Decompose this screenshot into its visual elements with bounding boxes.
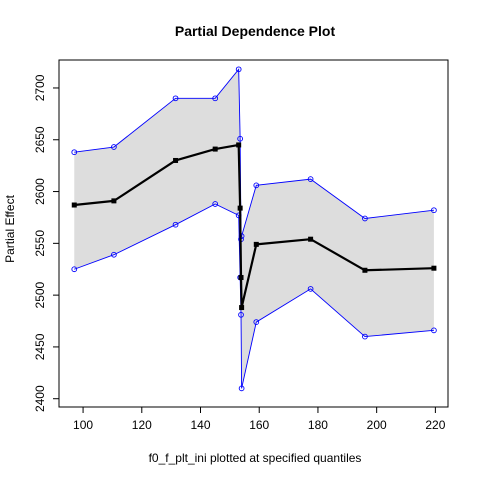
upper-bound-point	[212, 95, 219, 102]
y-axis-label: Partial Effect	[3, 194, 17, 262]
y-tick-label: 2700	[33, 74, 47, 101]
upper-bound-point	[172, 95, 179, 102]
upper-bound-point	[431, 207, 437, 214]
estimate-point	[308, 236, 314, 242]
upper-bound-point	[253, 182, 260, 189]
chart-title: Partial Dependence Plot	[175, 23, 336, 39]
x-tick-label: 140	[190, 418, 210, 432]
upper-bound-point	[237, 135, 243, 142]
estimate-line	[74, 143, 434, 309]
estimate-point	[238, 275, 244, 281]
upper-bound-point	[71, 149, 78, 156]
estimate-point	[236, 142, 242, 148]
y-tick-label: 2550	[33, 230, 47, 257]
lower-bound-point	[238, 385, 245, 392]
y-tick-label: 2400	[33, 385, 47, 412]
confidence-band	[74, 69, 434, 389]
estimate-point	[362, 267, 368, 273]
y-tick-label: 2600	[33, 178, 47, 205]
plot-area	[71, 66, 437, 392]
y-tick-label: 2450	[33, 333, 47, 360]
estimate-point	[111, 198, 117, 204]
lower-bound-point	[253, 319, 260, 325]
lower-bound-point	[71, 266, 78, 273]
estimate-point	[173, 157, 179, 163]
y-tick-label: 2500	[33, 281, 47, 308]
x-tick-label: 220	[425, 418, 445, 432]
upper-bound-point	[235, 66, 242, 73]
lower-bound-point	[172, 221, 179, 228]
x-tick-label: 180	[308, 418, 328, 432]
lower-bound-point	[212, 201, 219, 207]
x-tick-label: 120	[132, 418, 152, 432]
lower-bound-point	[362, 333, 368, 340]
estimate-point	[237, 205, 243, 211]
x-tick-label: 200	[367, 418, 387, 432]
lower-bound-point	[111, 251, 117, 258]
estimate-point	[71, 202, 77, 208]
x-axis-label: f0_f_plt_ini plotted at specified quanti…	[149, 451, 362, 465]
lower-bound-point	[238, 311, 244, 318]
upper-bound-point	[307, 176, 314, 182]
estimate-point	[431, 265, 437, 271]
estimate-point	[253, 241, 259, 247]
x-tick-label: 160	[249, 418, 269, 432]
upper-bound-point	[111, 144, 117, 150]
lower-bound-point	[431, 327, 437, 334]
lower-bound-point	[307, 286, 314, 292]
axes: 100 120 140 160 180 200 220 2400 2450 2500 2550 260…	[33, 59, 449, 432]
x-tick-label: 100	[73, 418, 93, 432]
estimate-point	[212, 146, 218, 152]
upper-bound-point	[362, 215, 368, 222]
y-tick-label: 2650	[33, 126, 47, 153]
estimate-point	[239, 305, 245, 311]
